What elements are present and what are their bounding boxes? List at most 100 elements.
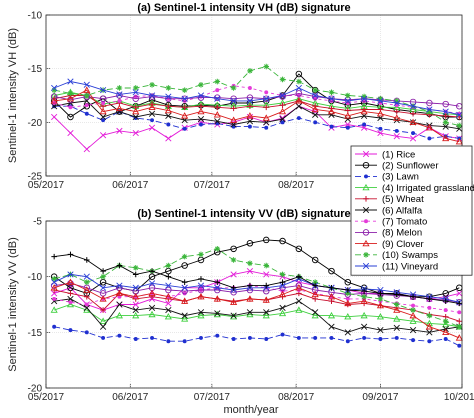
data-point xyxy=(295,282,303,289)
data-point xyxy=(67,113,74,121)
data-point xyxy=(327,107,336,115)
series-line xyxy=(54,326,460,347)
data-point xyxy=(198,81,204,88)
data-point xyxy=(360,107,368,115)
data-point xyxy=(83,304,90,311)
series-3-lawn xyxy=(52,324,462,348)
data-point xyxy=(66,300,75,308)
data-point xyxy=(313,96,318,101)
data-point xyxy=(83,257,90,263)
data-point xyxy=(181,312,188,319)
legend-label: (6) Alfalfa xyxy=(382,205,423,216)
data-point xyxy=(197,94,205,101)
data-point xyxy=(410,110,416,117)
data-point xyxy=(150,335,154,340)
data-point xyxy=(426,312,433,319)
legend-swatch-marker xyxy=(362,262,370,270)
data-point xyxy=(181,297,189,304)
data-point xyxy=(181,104,188,111)
data-point xyxy=(279,93,286,100)
data-point xyxy=(50,284,58,291)
data-point xyxy=(148,103,156,110)
data-point xyxy=(344,329,351,336)
series-line xyxy=(53,105,460,150)
data-point xyxy=(132,306,139,314)
data-point xyxy=(247,282,253,289)
data-point xyxy=(132,85,139,91)
data-point xyxy=(263,309,270,316)
legend-label: (9) Clover xyxy=(382,239,424,250)
data-point xyxy=(279,279,286,286)
legend-label: (11) Vineyard xyxy=(382,261,438,272)
data-point xyxy=(456,290,463,297)
data-point xyxy=(411,131,416,136)
data-point xyxy=(117,333,122,338)
series-9-clover xyxy=(50,278,463,341)
data-point xyxy=(132,95,139,102)
data-point xyxy=(199,122,203,127)
data-point xyxy=(442,100,449,108)
data-point xyxy=(442,290,449,297)
data-point xyxy=(165,93,172,100)
data-point xyxy=(214,95,221,102)
data-point xyxy=(99,132,107,139)
data-point xyxy=(443,308,448,313)
legend-item: (8) Melon xyxy=(355,228,422,239)
data-point xyxy=(247,68,253,74)
data-point xyxy=(264,337,269,341)
data-point xyxy=(311,311,319,319)
legend-swatch-marker xyxy=(364,219,368,224)
data-point xyxy=(262,311,270,319)
data-point xyxy=(279,282,286,289)
x-tick-label: 07/2017 xyxy=(194,180,231,191)
data-point xyxy=(83,92,90,99)
legend-item: (7) Tomato xyxy=(355,217,427,228)
data-point xyxy=(148,93,156,100)
data-point xyxy=(263,104,270,111)
data-point xyxy=(361,288,367,294)
series-line xyxy=(54,273,460,303)
y-tick-label: -20 xyxy=(28,118,43,129)
data-point xyxy=(83,293,90,300)
data-point xyxy=(328,267,335,275)
data-point xyxy=(313,120,318,125)
data-point xyxy=(455,137,463,145)
data-point xyxy=(455,334,463,341)
x-tick-label: 08/2017 xyxy=(278,180,315,191)
data-point xyxy=(360,95,368,102)
data-point xyxy=(377,129,384,137)
data-point xyxy=(165,85,172,91)
data-point xyxy=(409,118,417,126)
data-point xyxy=(279,76,286,83)
legend-item: (11) Vineyard xyxy=(355,261,438,272)
chart-title: (b) Sentinel-1 intensity VV (dB) signatu… xyxy=(137,208,350,220)
data-point xyxy=(278,290,287,298)
data-point xyxy=(116,127,123,135)
data-point xyxy=(442,318,449,324)
data-point xyxy=(262,296,270,303)
data-point xyxy=(230,312,237,319)
legend-swatch-marker xyxy=(362,239,370,247)
data-point xyxy=(377,286,384,294)
data-point xyxy=(133,94,138,99)
data-point xyxy=(295,245,303,253)
data-point xyxy=(166,122,171,127)
data-point xyxy=(279,271,286,278)
data-point xyxy=(83,273,90,280)
data-point xyxy=(360,323,368,330)
legend-label: (4) Irrigated grassland xyxy=(382,183,474,194)
data-point xyxy=(215,333,220,338)
x-tick-label: 07/2017 xyxy=(194,392,231,403)
data-point xyxy=(362,335,367,340)
data-point xyxy=(214,78,221,85)
data-point xyxy=(132,113,139,121)
series-line xyxy=(54,89,460,143)
data-point xyxy=(230,245,237,253)
data-point xyxy=(116,282,123,289)
data-point xyxy=(116,85,123,91)
data-point xyxy=(246,267,254,275)
data-point xyxy=(214,118,221,125)
data-point xyxy=(426,108,433,115)
data-point xyxy=(115,289,123,297)
data-point xyxy=(182,291,187,296)
